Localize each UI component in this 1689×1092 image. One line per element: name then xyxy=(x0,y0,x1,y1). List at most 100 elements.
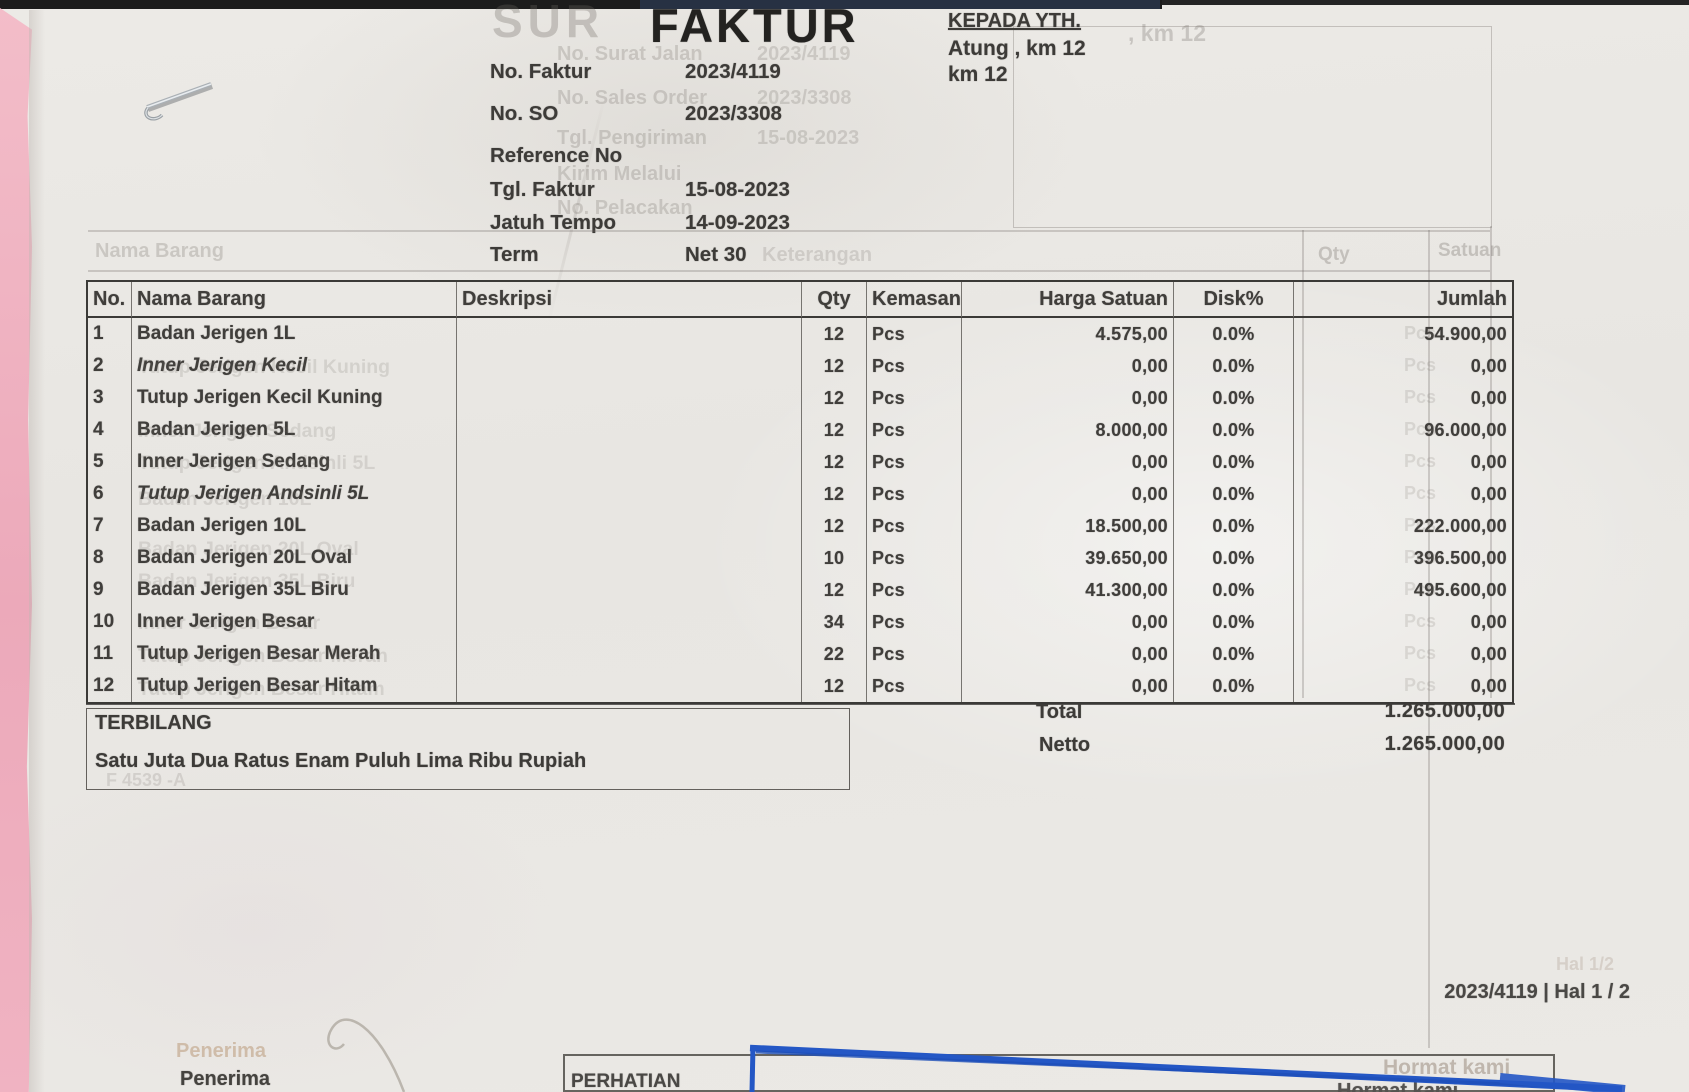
ghost-pcs-9: Pcs xyxy=(1404,611,1437,631)
table-cell-r2-c3 xyxy=(457,350,802,382)
table-cell-r12-c1: 12 xyxy=(88,670,132,702)
table-cell-r11-c2: Tutup Jerigen Besar Merah xyxy=(132,638,457,670)
ghost-meta-label-2: Tgl. Pengiriman xyxy=(557,127,708,149)
table-cell-r11-c6: 0,00 xyxy=(962,638,1174,670)
scan-top-edge xyxy=(0,0,1162,9)
pencil-mark xyxy=(327,1018,406,1092)
table-cell-r12-c2: Tutup Jerigen Besar Hitam xyxy=(132,670,457,702)
ghost-item-1: Inner Jerigen Sedang xyxy=(138,420,337,442)
table-cell-r7-c3 xyxy=(457,510,802,542)
table-cell-r9-c3 xyxy=(457,574,802,606)
table-cell-r9-c7: 0.0% xyxy=(1174,574,1294,606)
table-bottom-rule xyxy=(86,703,1515,705)
table-cell-r10-c4: 34 xyxy=(802,606,867,638)
ghost-meta-label-4: No. Pelacakan xyxy=(557,197,693,219)
table-header-nama-barang: Nama Barang xyxy=(132,282,457,318)
ghost-item-6: Inner Jerigen Besar xyxy=(138,612,321,634)
meta-label-reference: Reference No xyxy=(490,144,623,167)
ghost-meta-value-0: 2023/4119 xyxy=(757,43,851,65)
table-cell-r4-c5: Pcs xyxy=(867,414,962,446)
table-cell-r3-c8: 0,00 xyxy=(1470,387,1507,408)
table-cell-r6-c6: 0,00 xyxy=(962,478,1174,510)
table-cell-r4-c3 xyxy=(457,414,802,446)
table-cell-r3-c5: Pcs xyxy=(867,382,962,414)
ghost-col-nama: Nama Barang xyxy=(95,240,224,262)
ghost-meta-label-3: Kirim Melalui xyxy=(557,163,682,185)
table-cell-r6-c5: Pcs xyxy=(867,478,962,510)
ghost-line-h2 xyxy=(88,270,1490,272)
table-cell-r8-c1: 8 xyxy=(88,542,132,574)
table-cell-r3-c6: 0,00 xyxy=(962,382,1174,414)
table-cell-r5-c2: Inner Jerigen Sedang xyxy=(132,446,457,478)
table-cell-r5-c1: 5 xyxy=(88,446,132,478)
table-cell-r7-c6: 18.500,00 xyxy=(962,510,1174,542)
signature-left-label: Penerima xyxy=(180,1068,271,1090)
table-header-disk-: Disk% xyxy=(1174,282,1294,318)
ghost-line-v3 xyxy=(1490,226,1492,698)
table-cell-r7-c7: 0.0% xyxy=(1174,510,1294,542)
total-label: Total xyxy=(1036,701,1083,723)
table-cell-r6-c2: Tutup Jerigen Andsinli 5L xyxy=(132,478,457,510)
table-cell-r11-c1: 11 xyxy=(88,638,132,670)
meta-value-jatuh-tempo: 14-09-2023 xyxy=(685,211,790,234)
table-cell-r7-c1: 7 xyxy=(88,510,132,542)
table-cell-r4-c1: 4 xyxy=(88,414,132,446)
table-cell-r1-c5: Pcs xyxy=(867,318,962,350)
meta-value-no-so: 2023/3308 xyxy=(685,102,782,125)
scan-left-edge xyxy=(0,8,32,1092)
ghost-page-ref: Hal 1/2 xyxy=(1556,954,1615,974)
ghost-item-2: Tutup Jerigen Andsinli 5L xyxy=(138,452,376,474)
table-header-jumlah: Jumlah xyxy=(1294,282,1512,318)
table-cell-r11-c7: 0.0% xyxy=(1174,638,1294,670)
scan-top-edge-tint xyxy=(640,0,1160,9)
ghost-pcs-2: Pcs xyxy=(1404,387,1437,407)
table-cell-r1-c7: 0.0% xyxy=(1174,318,1294,350)
table-cell-r2-c4: 12 xyxy=(802,350,867,382)
ghost-pcs-10: Pcs xyxy=(1404,643,1437,663)
table-cell-r10-c2: Inner Jerigen Besar xyxy=(132,606,457,638)
table-cell-r9-c2: Badan Jerigen 35L Biru xyxy=(132,574,457,606)
terbilang-label: TERBILANG xyxy=(95,712,212,734)
table-cell-r3-c2: Tutup Jerigen Kecil Kuning xyxy=(132,382,457,414)
ghost-recipient-echo: , km 12 xyxy=(1128,20,1206,46)
ghost-meta-label-1: No. Sales Order xyxy=(557,87,708,109)
table-cell-r3-c1: 3 xyxy=(88,382,132,414)
table-cell-r8-c3 xyxy=(457,542,802,574)
table-cell-r1-c1: 1 xyxy=(88,318,132,350)
table-cell-r4-c2: Badan Jerigen 5L xyxy=(132,414,457,446)
ghost-address-box xyxy=(1013,26,1492,228)
table-cell-r5-c7: 0.0% xyxy=(1174,446,1294,478)
table-cell-r7-c8: 222.000,00 xyxy=(1413,515,1507,536)
table-cell-r12-c4: 12 xyxy=(802,670,867,702)
table-cell-r7-c2: Badan Jerigen 10L xyxy=(132,510,457,542)
table-cell-r12-c3 xyxy=(457,670,802,702)
meta-value-term: Net 30 xyxy=(685,243,747,266)
table-cell-r2-c8: 0,00 xyxy=(1470,355,1507,376)
invoice-title: FAKTUR xyxy=(650,0,859,52)
table-cell-r10-c5: Pcs xyxy=(867,606,962,638)
table-header-kemasan: Kemasan xyxy=(867,282,962,318)
table-cell-r5-c5: Pcs xyxy=(867,446,962,478)
ghost-item-0: Tutup Jerigen Kecil Kuning xyxy=(138,356,391,378)
scan-top-edge-right xyxy=(1162,0,1689,5)
table-cell-r9-c4: 12 xyxy=(802,574,867,606)
table-cell-r2-c5: Pcs xyxy=(867,350,962,382)
paper-left-shadow xyxy=(29,10,45,1092)
ghost-plate-number: F 4539 -A xyxy=(106,770,187,790)
table-header-no-: No. xyxy=(88,282,132,318)
ghost-pcs-1: Pcs xyxy=(1404,355,1437,375)
table-cell-r9-c1: 9 xyxy=(88,574,132,606)
table-cell-r5-c8: 0,00 xyxy=(1470,451,1507,472)
recipient-name: Atung , km 12 xyxy=(948,37,1086,60)
table-cell-r8-c5: Pcs xyxy=(867,542,962,574)
table-cell-r6-c3 xyxy=(457,478,802,510)
ghost-col-qty: Qty xyxy=(1318,244,1350,265)
table-cell-r10-c6: 0,00 xyxy=(962,606,1174,638)
table-cell-r3-c4: 12 xyxy=(802,382,867,414)
table-cell-r6-c8: 0,00 xyxy=(1470,483,1507,504)
ghost-meta-value-1: 2023/3308 xyxy=(757,87,852,109)
ghost-pcs-6: Pcs xyxy=(1404,515,1437,535)
ghost-item-3: Badan Jerigen 10L xyxy=(138,488,312,510)
ghost-pcs-5: Pcs xyxy=(1404,483,1437,503)
